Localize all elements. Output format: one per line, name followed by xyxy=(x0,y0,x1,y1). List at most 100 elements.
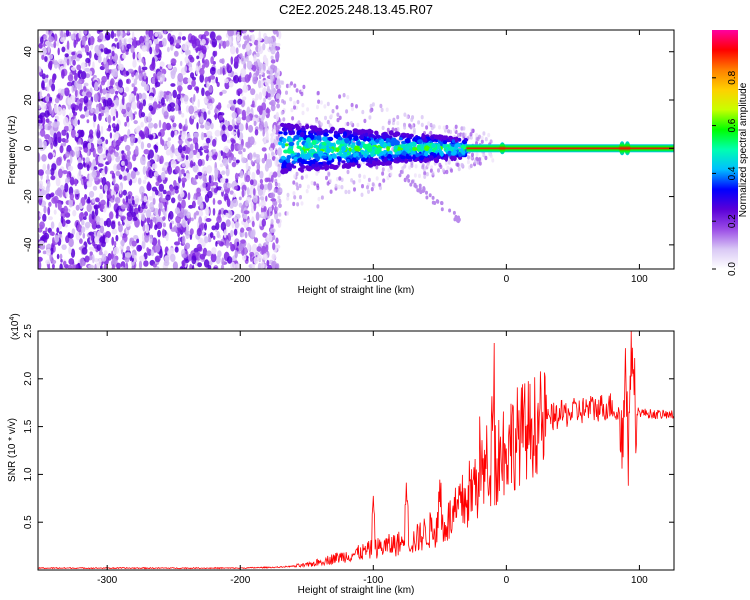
heatmap-cell xyxy=(156,221,163,230)
snr-y-tick-label: 2.0 xyxy=(23,371,34,385)
heatmap-cell xyxy=(391,120,395,126)
heatmap-cell xyxy=(368,115,372,120)
heatmap-cell xyxy=(115,144,120,151)
heatmap-cell xyxy=(272,234,276,240)
heatmap-cell xyxy=(304,154,311,160)
heatmap-cell xyxy=(353,135,359,142)
heatmap-cell xyxy=(69,176,75,186)
heatmap-cell xyxy=(425,195,429,200)
heatmap-cell xyxy=(411,141,417,147)
heatmap-cell xyxy=(71,51,76,56)
heatmap-cell xyxy=(387,120,391,126)
heatmap-cell xyxy=(175,42,180,48)
heatmap-cell xyxy=(79,238,83,244)
colorbar-tick-label: 0.6 xyxy=(727,118,738,132)
heatmap-cell xyxy=(93,204,100,210)
heatmap-cell xyxy=(148,169,154,179)
heatmap-cell xyxy=(354,152,359,157)
heatmap-cell xyxy=(63,205,68,215)
heatmap-cell xyxy=(96,129,101,139)
heatmap-cell xyxy=(354,145,360,152)
signal-burst xyxy=(499,142,506,155)
heatmap-cell xyxy=(47,264,51,269)
heatmap-cell xyxy=(137,136,142,144)
heatmap-cell xyxy=(206,95,212,100)
heatmap-cell xyxy=(244,246,247,256)
heatmap-cell xyxy=(87,142,92,150)
heatmap-cell xyxy=(100,80,106,86)
heatmap-cell xyxy=(317,120,321,125)
heatmap-cell xyxy=(387,142,391,147)
heatmap-cell xyxy=(199,238,203,244)
heatmap-cell xyxy=(123,175,128,181)
heatmap-cell xyxy=(360,157,367,162)
heatmap-cell xyxy=(38,119,43,124)
heatmap-cell xyxy=(403,112,407,117)
heatmap-cell xyxy=(241,109,246,117)
heatmap-cell xyxy=(74,72,78,81)
heatmap-cell xyxy=(41,80,45,89)
heatmap-cell xyxy=(207,110,211,115)
heatmap-cell xyxy=(149,63,155,71)
heatmap-cell xyxy=(196,187,201,194)
heatmap-cell xyxy=(189,150,194,159)
heatmap-cell xyxy=(88,264,94,269)
heatmap-cell xyxy=(278,167,281,172)
heatmap-cell xyxy=(139,35,144,46)
heatmap-cell xyxy=(256,169,261,175)
heatmap-cell xyxy=(251,243,258,254)
heatmap-cell xyxy=(183,94,189,102)
heatmap-cell xyxy=(201,45,207,55)
heatmap-cell xyxy=(50,221,55,229)
spectrogram-y-tick-label: 40 xyxy=(23,46,34,58)
heatmap-cell xyxy=(207,238,212,243)
heatmap-cell xyxy=(45,96,50,102)
heatmap-cell xyxy=(197,158,203,167)
heatmap-cell xyxy=(356,122,360,128)
heatmap-cell xyxy=(191,264,195,269)
heatmap-cell xyxy=(39,71,43,76)
heatmap-cell xyxy=(437,145,441,150)
heatmap-cell xyxy=(136,244,142,252)
heatmap-cell xyxy=(291,116,295,121)
heatmap-cell xyxy=(44,110,50,118)
heatmap-cell xyxy=(290,163,294,168)
heatmap-cell xyxy=(195,65,199,75)
heatmap-cell xyxy=(286,196,290,201)
heatmap-cell xyxy=(42,163,47,171)
heatmap-cell xyxy=(126,30,130,34)
heatmap-cell xyxy=(124,121,127,127)
heatmap-cell xyxy=(277,182,281,188)
heatmap-cell xyxy=(338,115,342,121)
heatmap-cell xyxy=(328,154,333,161)
heatmap-cell xyxy=(125,144,131,152)
heatmap-cell xyxy=(209,156,213,161)
heatmap-cell xyxy=(64,53,69,58)
heatmap-cell xyxy=(181,259,186,268)
heatmap-cell xyxy=(66,81,73,87)
heatmap-cell xyxy=(119,103,123,112)
heatmap-cell xyxy=(246,42,250,52)
heatmap-cell xyxy=(113,139,116,148)
heatmap-cell xyxy=(125,51,129,55)
heatmap-cell xyxy=(88,246,94,251)
heatmap-cell xyxy=(195,174,199,180)
heatmap-cell xyxy=(215,241,218,247)
heatmap-cell xyxy=(143,72,147,80)
heatmap-cell xyxy=(342,93,346,98)
heatmap-cell xyxy=(43,232,50,240)
heatmap-cell xyxy=(70,33,75,40)
heatmap-cell xyxy=(101,253,107,262)
heatmap-cell xyxy=(78,169,82,177)
heatmap-cell xyxy=(230,143,235,152)
snr-y-tick-label: 1.0 xyxy=(23,467,34,481)
heatmap-cell xyxy=(56,227,60,234)
heatmap-cell xyxy=(257,37,263,42)
heatmap-cell xyxy=(265,57,269,67)
heatmap-cell xyxy=(162,37,167,47)
heatmap-cell xyxy=(46,83,50,92)
heatmap-cell xyxy=(65,151,70,158)
heatmap-cell xyxy=(375,165,379,170)
heatmap-cell xyxy=(381,171,385,176)
heatmap-cell xyxy=(305,124,310,130)
